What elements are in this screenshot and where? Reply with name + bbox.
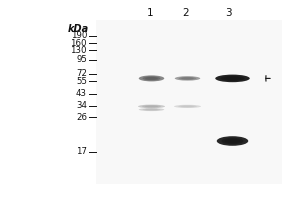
Text: 34: 34 xyxy=(76,102,87,110)
Text: 43: 43 xyxy=(76,90,87,98)
Text: 130: 130 xyxy=(70,46,87,55)
Ellipse shape xyxy=(175,76,200,81)
Ellipse shape xyxy=(174,105,201,108)
Text: 26: 26 xyxy=(76,112,87,121)
Text: 55: 55 xyxy=(76,76,87,86)
Text: 190: 190 xyxy=(70,31,87,40)
Ellipse shape xyxy=(142,109,160,111)
Ellipse shape xyxy=(178,105,197,108)
Text: 72: 72 xyxy=(76,70,87,78)
Ellipse shape xyxy=(181,77,194,79)
Ellipse shape xyxy=(181,106,194,107)
Ellipse shape xyxy=(142,76,160,80)
Ellipse shape xyxy=(178,77,196,80)
Text: 95: 95 xyxy=(76,55,87,64)
Text: 3: 3 xyxy=(225,8,231,18)
Ellipse shape xyxy=(225,139,240,143)
Text: 2: 2 xyxy=(183,8,189,18)
Text: kDa: kDa xyxy=(67,24,88,34)
Ellipse shape xyxy=(139,108,164,111)
Ellipse shape xyxy=(142,105,161,108)
Text: 17: 17 xyxy=(76,148,87,156)
Text: 1: 1 xyxy=(147,8,153,18)
Ellipse shape xyxy=(145,109,158,110)
Ellipse shape xyxy=(139,75,164,81)
Ellipse shape xyxy=(217,136,248,146)
Ellipse shape xyxy=(145,77,158,80)
Bar xyxy=(96,20,282,184)
Ellipse shape xyxy=(145,105,158,107)
Text: 160: 160 xyxy=(70,38,87,47)
Ellipse shape xyxy=(224,76,241,80)
Ellipse shape xyxy=(220,76,244,81)
Ellipse shape xyxy=(215,75,250,82)
Ellipse shape xyxy=(221,138,244,144)
Ellipse shape xyxy=(138,105,165,108)
